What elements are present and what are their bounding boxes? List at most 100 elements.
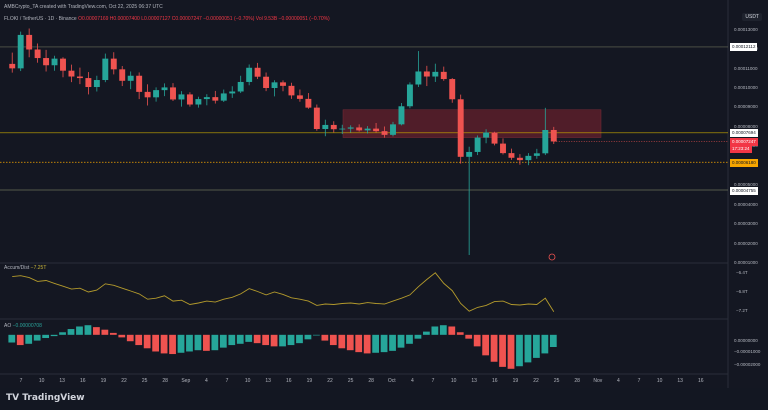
- time-tick-label: 19: [100, 378, 107, 384]
- accum-dist-line: [12, 272, 555, 312]
- candle-body: [423, 71, 430, 77]
- candle-body: [280, 82, 286, 86]
- ao-bar: [414, 334, 422, 339]
- candle-body: [398, 106, 405, 125]
- candle-body: [381, 131, 388, 135]
- candle-body: [356, 127, 363, 131]
- ao-bar: [304, 334, 312, 340]
- ao-value: −0.00000708: [12, 323, 42, 329]
- ao-bar: [372, 334, 380, 353]
- candle-body: [229, 91, 236, 94]
- ao-bar: [160, 334, 168, 354]
- ao-bar: [448, 326, 456, 335]
- ao-bar: [431, 326, 439, 335]
- accum-tick-label: −6.8T: [736, 289, 748, 294]
- candle-body: [51, 58, 58, 66]
- time-tick-label: 13: [265, 378, 271, 384]
- candle-body: [406, 84, 413, 107]
- accum-tick-label: −6.4T: [736, 269, 748, 275]
- time-tick-label: 16: [698, 378, 704, 384]
- candle-body: [212, 97, 219, 101]
- ao-bar: [93, 327, 100, 335]
- time-tick-label: 7: [637, 378, 641, 384]
- candle-body: [43, 58, 50, 66]
- ao-bar: [524, 334, 532, 363]
- ao-bar: [194, 334, 202, 351]
- candle-body: [170, 87, 176, 100]
- candle-body: [432, 71, 439, 77]
- ao-bar: [465, 334, 473, 339]
- ao-bar: [439, 325, 447, 335]
- ao-bar: [423, 331, 430, 335]
- currency-unit[interactable]: USDT: [742, 13, 762, 21]
- price-tick-label: 0.00003000: [734, 221, 758, 227]
- candle-body: [68, 70, 75, 77]
- ao-bar: [135, 334, 143, 346]
- candle-body: [85, 78, 92, 88]
- volume-values: Vol 9.53B −0.00000051 (−0.70%): [255, 16, 330, 22]
- price-tag: 0.00007247: [730, 138, 758, 146]
- symbol-pair[interactable]: FLOKI / TetherUS · 1D · Binance: [4, 16, 77, 22]
- price-tag: 0.00006180: [730, 158, 758, 167]
- ao-bar: [549, 334, 557, 347]
- ao-bar: [50, 334, 58, 337]
- time-tick-label: Sep: [181, 378, 191, 384]
- time-tick-label: 10: [450, 378, 457, 384]
- candle-body: [127, 75, 134, 81]
- time-tick-label: 19: [306, 378, 313, 384]
- ao-bar: [109, 332, 117, 335]
- ao-bar: [16, 334, 24, 346]
- price-tick-label: 0.00002000: [734, 240, 758, 246]
- ao-bar: [118, 334, 126, 338]
- candle-body: [136, 75, 143, 92]
- ao-bar: [42, 334, 50, 339]
- candle-body: [178, 94, 185, 100]
- event-marker-icon: [548, 253, 556, 261]
- time-tick-label: 25: [141, 378, 148, 384]
- candle-body: [186, 94, 193, 105]
- ao-tick-label: −0.00002000: [734, 362, 761, 367]
- ao-bar: [211, 334, 219, 351]
- symbol-line: FLOKI / TetherUS · 1D · Binance O0.00007…: [4, 16, 330, 22]
- candle-body: [144, 91, 151, 98]
- time-tick-label: 16: [492, 378, 498, 384]
- candle-body: [322, 124, 329, 130]
- price-tick-label: 0.00011000: [734, 65, 758, 71]
- time-tick-label: 10: [38, 378, 45, 384]
- ao-bar: [321, 334, 329, 341]
- price-tick-label: 0.00010000: [734, 85, 758, 90]
- time-tick-label: Nov: [593, 378, 603, 384]
- candle-body: [533, 153, 540, 156]
- ao-bar: [406, 334, 413, 344]
- time-tick-label: 4: [617, 378, 620, 384]
- candle-body: [542, 129, 549, 154]
- tradingview-logo[interactable]: 𝗧𝗩 TradingView: [6, 393, 85, 403]
- candle-body: [271, 82, 278, 88]
- ao-bar: [270, 334, 278, 347]
- ao-bar: [219, 334, 227, 348]
- ao-bar: [143, 334, 151, 349]
- time-tick-label: 13: [677, 378, 683, 384]
- ao-bar: [389, 334, 396, 351]
- ao-tick-label: −0.00001000: [734, 349, 761, 354]
- candle-body: [508, 153, 515, 158]
- ao-bar: [152, 334, 160, 352]
- time-tick-label: 10: [244, 378, 251, 384]
- author-caption: AMBCrypto_TA created with TradingView.co…: [4, 4, 163, 10]
- time-tick-label: 16: [286, 378, 292, 384]
- ao-bar: [338, 334, 346, 349]
- time-tick-label: 7: [225, 378, 229, 384]
- candle-body: [373, 128, 380, 132]
- time-tick-label: 28: [162, 378, 168, 384]
- tv-logo-icon: 𝗧𝗩: [6, 393, 20, 403]
- accum-legend: Accum/Dist −7.25T: [4, 265, 46, 271]
- accum-value: −7.25T: [30, 265, 47, 271]
- price-tag: 0.00007694: [730, 129, 758, 138]
- ao-bar: [262, 334, 270, 346]
- candle-body: [525, 155, 532, 161]
- ohlc-values: O0.00007169 H0.00007400 L0.00007127 C0.0…: [78, 16, 255, 22]
- candle-body: [364, 128, 371, 131]
- ao-bar: [203, 334, 210, 351]
- ao-label: AO: [4, 323, 12, 329]
